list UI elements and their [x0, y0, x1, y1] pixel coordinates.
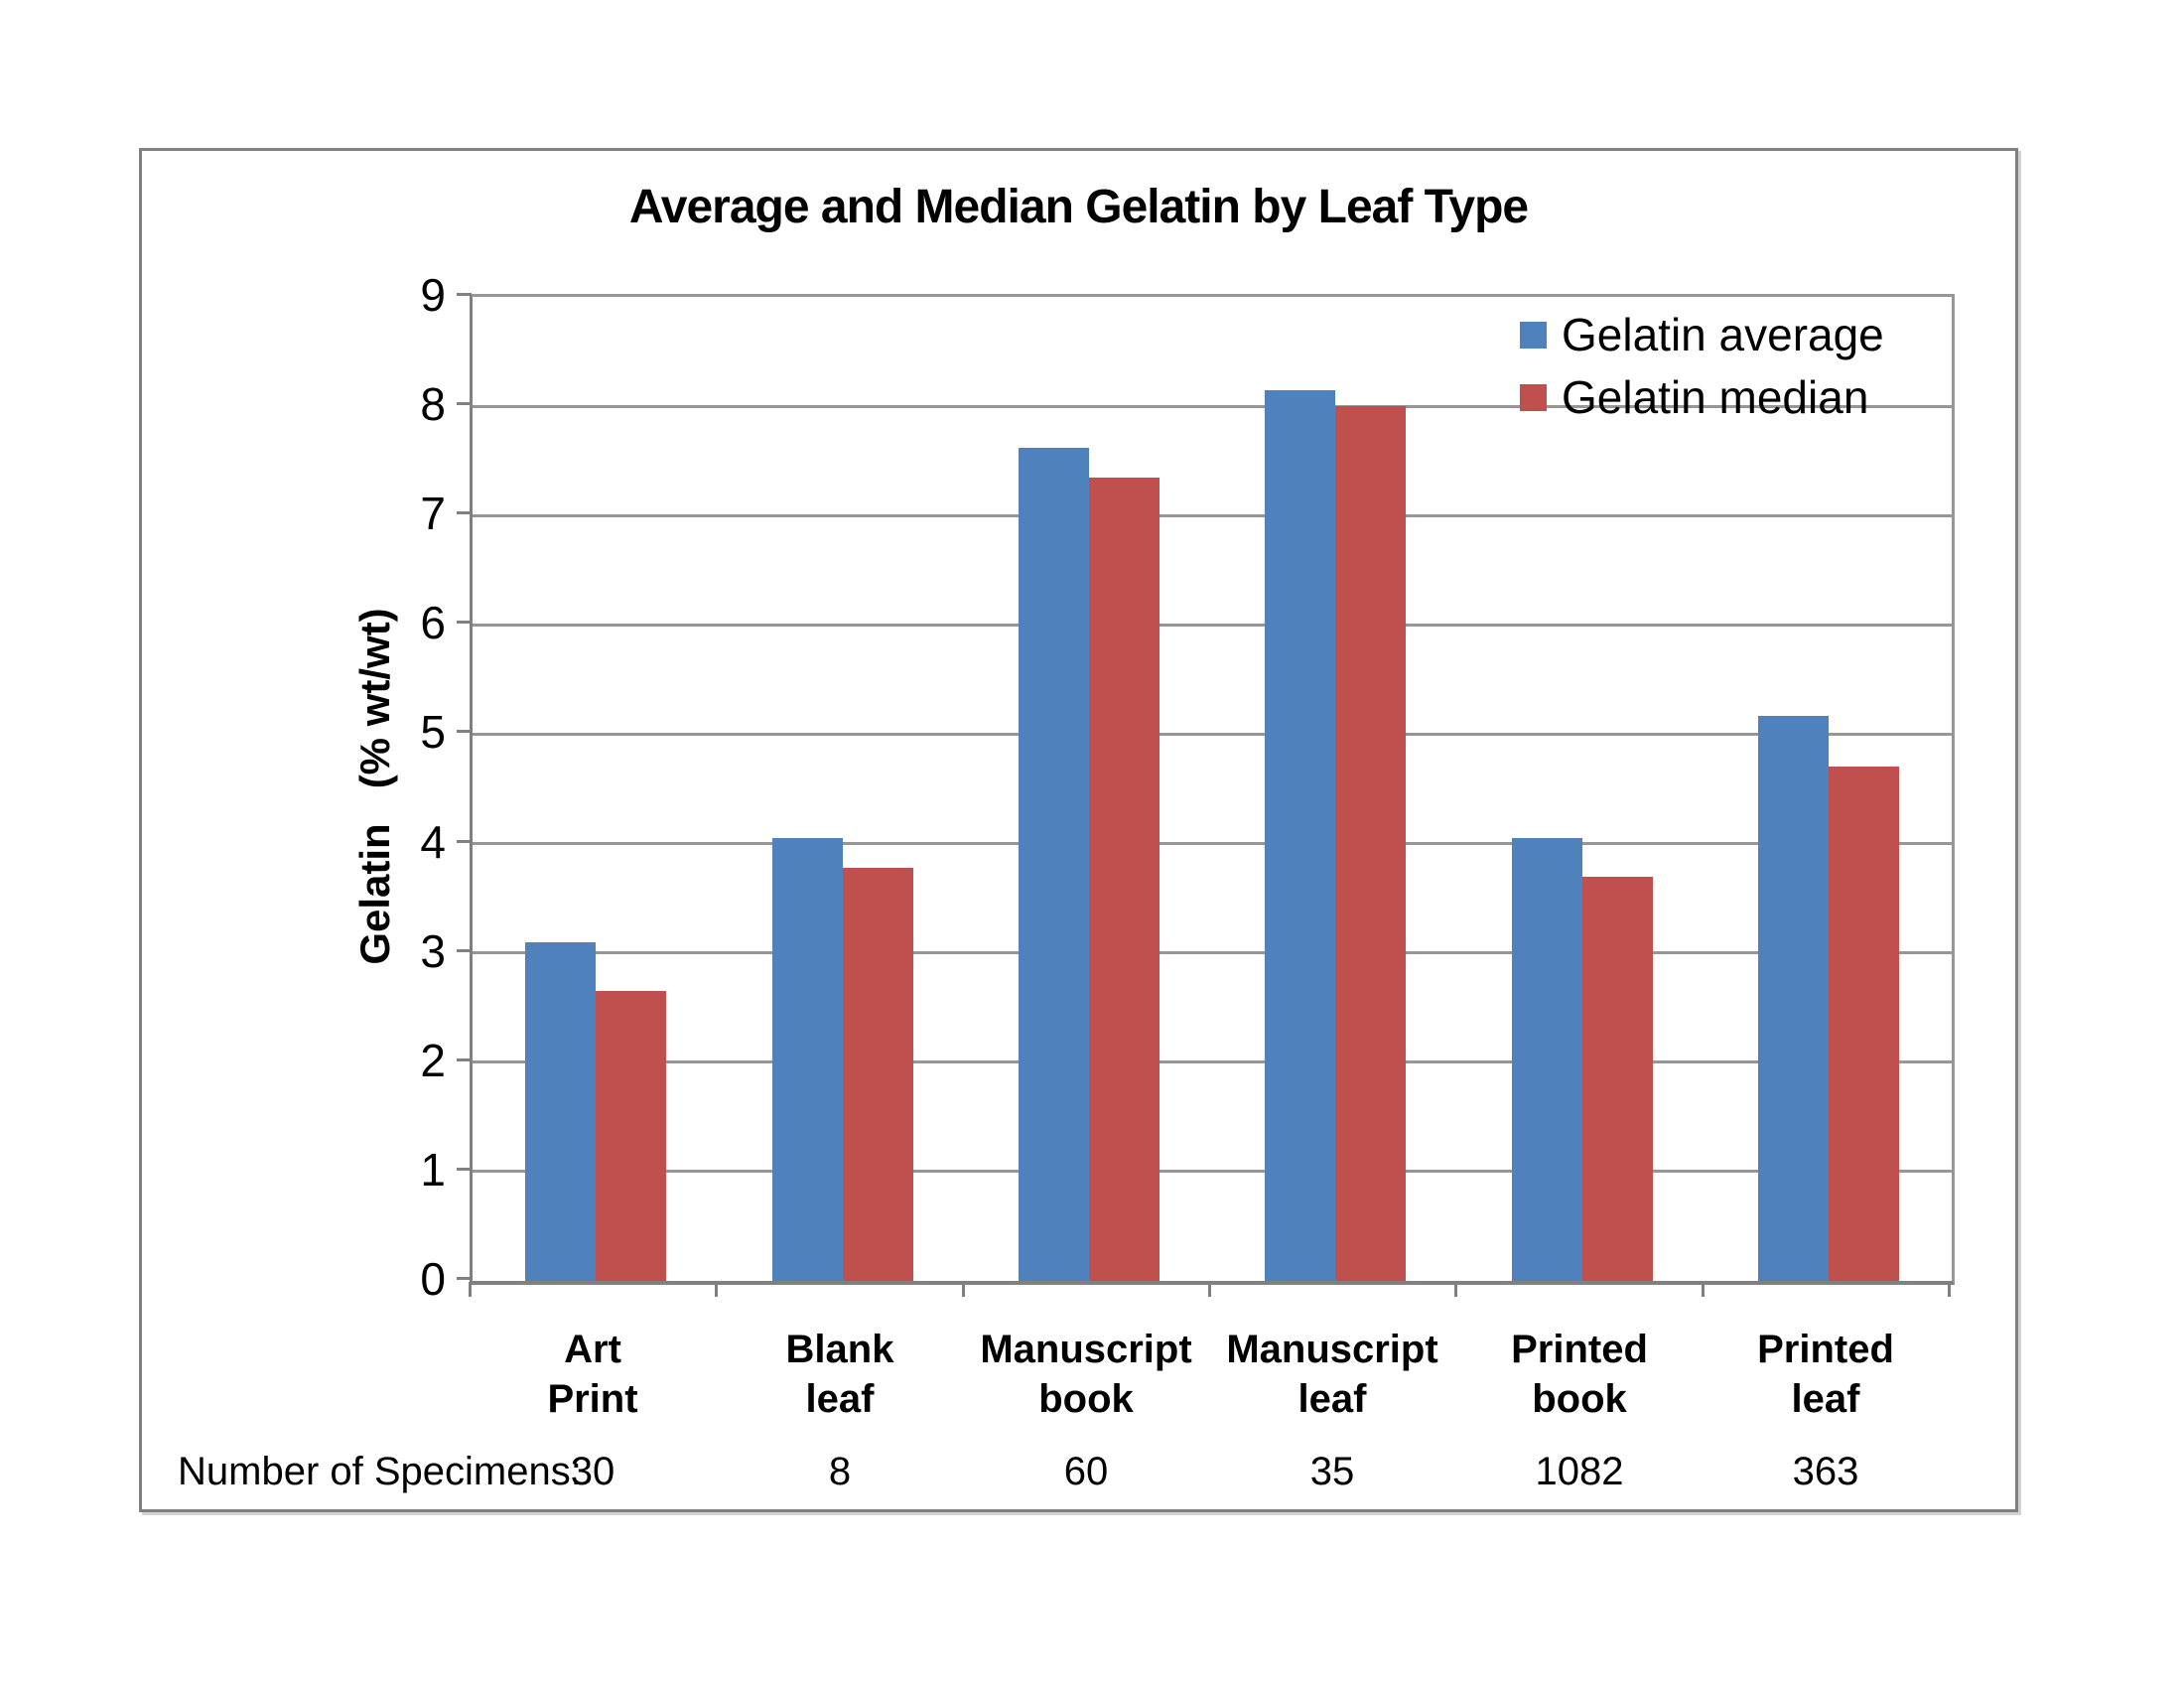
bar-gelatin-median-printed-book	[1582, 877, 1653, 1281]
y-axis-tick-label: 3	[420, 925, 446, 977]
y-axis-tick-label: 4	[420, 816, 446, 868]
y-axis-title: Gelatin (% wt/wt)	[351, 608, 398, 965]
specimen-count: 363	[1792, 1450, 1859, 1493]
y-axis-tick	[457, 402, 472, 405]
chart-title: Average and Median Gelatin by Leaf Type	[628, 181, 1529, 233]
bar-gelatin-average-art-print	[525, 942, 596, 1281]
x-category-label: Blank leaf	[785, 1328, 894, 1421]
y-axis-tick-label: 9	[420, 269, 446, 321]
y-axis-tick	[457, 949, 472, 952]
bar-gelatin-median-manuscript-book	[1089, 478, 1160, 1281]
legend: Gelatin average Gelatin median	[1520, 310, 1884, 435]
y-axis-tick	[457, 1058, 472, 1061]
legend-label-median: Gelatin median	[1562, 371, 1869, 423]
chart-frame: Average and Median Gelatin by Leaf Type …	[139, 148, 2018, 1512]
gridline	[473, 733, 1952, 736]
gridline	[473, 1170, 1952, 1173]
y-axis-tick	[457, 1277, 472, 1280]
y-axis-tick	[457, 1168, 472, 1171]
x-category-label: Printed leaf	[1757, 1328, 1894, 1421]
gridline	[473, 951, 1952, 954]
y-axis-tick-label: 0	[420, 1253, 446, 1305]
y-axis-tick	[457, 293, 472, 296]
bar-gelatin-average-printed-leaf	[1758, 716, 1829, 1281]
bar-gelatin-median-art-print	[596, 991, 666, 1281]
x-axis-tick	[1948, 1282, 1951, 1297]
plot-area	[470, 294, 1955, 1285]
y-axis-tick-label: 2	[420, 1035, 446, 1086]
legend-entry-median: Gelatin median	[1520, 372, 1884, 422]
bar-gelatin-median-manuscript-leaf	[1335, 406, 1406, 1281]
x-axis-tick	[715, 1282, 718, 1297]
x-axis-tick	[1208, 1282, 1211, 1297]
bar-gelatin-average-manuscript-book	[1019, 448, 1089, 1281]
gridline	[473, 405, 1952, 408]
specimen-count: 8	[828, 1450, 852, 1493]
gridline	[473, 514, 1952, 517]
bar-gelatin-median-printed-leaf	[1829, 767, 1899, 1281]
x-axis-tick	[962, 1282, 965, 1297]
x-axis-tick	[1454, 1282, 1457, 1297]
legend-swatch-average-icon	[1520, 321, 1547, 349]
bar-gelatin-average-manuscript-leaf	[1265, 390, 1335, 1281]
y-axis-tick-label: 6	[420, 597, 446, 648]
y-axis-tick-label: 1	[420, 1144, 446, 1196]
y-axis-tick-label: 8	[420, 378, 446, 430]
specimen-count: 1082	[1535, 1450, 1624, 1493]
specimens-row-label: Number of Specimens:	[178, 1450, 582, 1493]
y-axis-tick	[457, 511, 472, 514]
specimen-count: 30	[570, 1450, 615, 1493]
legend-swatch-median-icon	[1520, 383, 1547, 411]
gridline	[473, 624, 1952, 627]
bar-gelatin-average-printed-book	[1512, 838, 1582, 1281]
x-category-label: Art Print	[547, 1328, 638, 1421]
y-axis-tick	[457, 840, 472, 843]
bar-gelatin-average-blank-leaf	[772, 838, 843, 1281]
x-axis-tick	[1702, 1282, 1705, 1297]
y-axis-tick-label: 7	[420, 488, 446, 539]
x-category-label: Manuscript book	[980, 1328, 1192, 1421]
gridline	[473, 1060, 1952, 1063]
legend-label-average: Gelatin average	[1562, 309, 1884, 360]
x-category-label: Printed book	[1511, 1328, 1648, 1421]
x-category-label: Manuscript leaf	[1226, 1328, 1438, 1421]
specimen-count: 35	[1309, 1450, 1355, 1493]
legend-entry-average: Gelatin average	[1520, 310, 1884, 359]
bar-gelatin-median-blank-leaf	[843, 868, 913, 1281]
specimen-count: 60	[1063, 1450, 1109, 1493]
gridline	[473, 842, 1952, 845]
y-axis-tick	[457, 621, 472, 624]
y-axis-tick	[457, 730, 472, 733]
x-axis-tick	[469, 1282, 472, 1297]
y-axis-tick-label: 5	[420, 706, 446, 758]
